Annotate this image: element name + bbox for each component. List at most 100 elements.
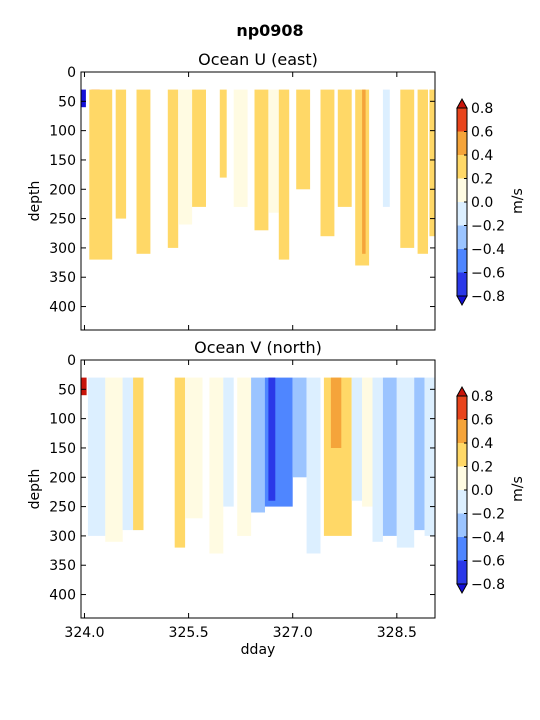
data-column: [292, 377, 307, 478]
data-column: [268, 89, 279, 213]
data-column: [414, 377, 425, 531]
colorbar-tick-label: 0.4: [471, 148, 493, 164]
data-column: [337, 89, 352, 207]
y-tick-label: 50: [58, 94, 76, 110]
colorbar-extend-over: [456, 97, 468, 109]
colorbar-tick-label: 0.8: [471, 389, 493, 405]
panel-ocean-u: Ocean U (east) depth 0 50 100 150 200 250 300 3…: [27, 50, 436, 331]
colorbar-tick-label: 0.8: [471, 101, 493, 117]
data-column: [372, 377, 383, 542]
data-column: [178, 89, 193, 225]
data-column: [89, 89, 113, 260]
data-column: [382, 377, 397, 536]
colorbar-tick-label: −0.6: [471, 554, 505, 570]
colorbar-swatch: [457, 155, 467, 179]
y-tick-label: 400: [49, 300, 76, 316]
colorbar-swatch: [457, 178, 467, 202]
colorbar-swatch: [457, 131, 467, 155]
x-tick-label: 328.5: [377, 625, 417, 641]
data-column: [219, 89, 227, 178]
data-column: [185, 377, 203, 519]
data-column: [396, 377, 415, 548]
x-tick-label: 325.5: [169, 625, 209, 641]
colorbar-tick-label: 0.0: [471, 483, 493, 499]
colorbar-swatch: [457, 537, 467, 561]
y-tick-label: 350: [49, 270, 76, 286]
data-column: [87, 377, 106, 536]
data-column: [424, 377, 435, 536]
data-column: [223, 377, 234, 507]
data-column: [192, 89, 206, 207]
y-tick-label: 300: [49, 529, 76, 545]
data-column: [136, 89, 151, 254]
colorbar-swatch: [457, 560, 467, 584]
data-column: [81, 89, 86, 108]
colorbar-tick-label: 0.2: [471, 172, 493, 188]
colorbar-v: m/s 0.8 0.6 0.4 0.2 0.0 −0.2 −0.4 −0.6 −0.8: [456, 385, 526, 595]
colorbar-swatch: [457, 225, 467, 249]
data-column: [115, 89, 127, 219]
colorbar-swatch: [457, 108, 467, 132]
data-column: [251, 377, 265, 513]
y-tick-label: 350: [49, 558, 76, 574]
colorbar-tick-label: 0.0: [471, 195, 493, 211]
colorbar-tick-label: −0.4: [471, 530, 505, 546]
data-column: [351, 377, 363, 501]
y-tick-label: 0: [67, 65, 76, 81]
colorbar-swatch: [457, 466, 467, 490]
y-tick-label: 250: [49, 212, 76, 228]
colorbar-swatch: [457, 443, 467, 467]
y-tick-label: 150: [49, 441, 76, 457]
data-column: [268, 377, 276, 501]
colorbar-tick-label: 0.2: [471, 460, 493, 476]
panel-title: Ocean V (north): [194, 338, 322, 357]
y-axis-label: depth: [27, 181, 43, 222]
colorbar-label: m/s: [510, 476, 526, 502]
colorbar-tick-label: 0.6: [471, 125, 493, 141]
colorbar-swatch: [457, 490, 467, 514]
data-column: [306, 377, 321, 554]
colorbar-extend-under: [456, 583, 468, 595]
plot-frame: [80, 71, 436, 331]
colorbar-tick-label: −0.8: [471, 289, 505, 305]
axes: 0 50 100 150 200 250 300 350 400: [49, 65, 435, 330]
data-column: [167, 89, 179, 248]
data-column: [133, 377, 144, 531]
data-column: [105, 377, 123, 542]
data-column: [81, 377, 87, 396]
data-column: [296, 89, 311, 190]
y-tick-label: 100: [49, 124, 76, 140]
data-column: [278, 89, 290, 260]
data-column: [417, 89, 428, 254]
colorbar-swatch: [457, 202, 467, 226]
colorbar-swatch: [457, 419, 467, 443]
axes: 0 50 100 150 200 250 300 350 400 324.0 325.5 327.0 3…: [49, 353, 435, 641]
data-column: [362, 377, 373, 507]
colorbar-swatch: [457, 272, 467, 296]
y-tick-label: 200: [49, 470, 76, 486]
x-tick-label: 324.0: [64, 625, 104, 641]
y-tick-label: 50: [58, 382, 76, 398]
data-column: [330, 377, 342, 448]
colorbar-extend-over: [456, 385, 468, 397]
data-column: [400, 89, 415, 248]
colorbar-tick-label: 0.6: [471, 413, 493, 429]
plot-frame: [80, 359, 436, 619]
data-column: [209, 377, 224, 554]
colorbar-tick-label: −0.6: [471, 266, 505, 282]
y-tick-label: 250: [49, 500, 76, 516]
colorbar-label: m/s: [510, 188, 526, 214]
colorbar-tick-label: −0.2: [471, 507, 505, 523]
y-tick-label: 300: [49, 241, 76, 257]
data-column: [382, 89, 390, 207]
y-tick-label: 100: [49, 412, 76, 428]
data-column: [362, 89, 366, 254]
panel-title: Ocean U (east): [198, 50, 318, 69]
colorbar-swatch: [457, 513, 467, 537]
x-tick-label: 327.0: [273, 625, 313, 641]
data-column: [237, 377, 252, 536]
y-tick-label: 0: [67, 353, 76, 369]
y-tick-label: 150: [49, 153, 76, 169]
colorbar-extend-under: [456, 295, 468, 307]
